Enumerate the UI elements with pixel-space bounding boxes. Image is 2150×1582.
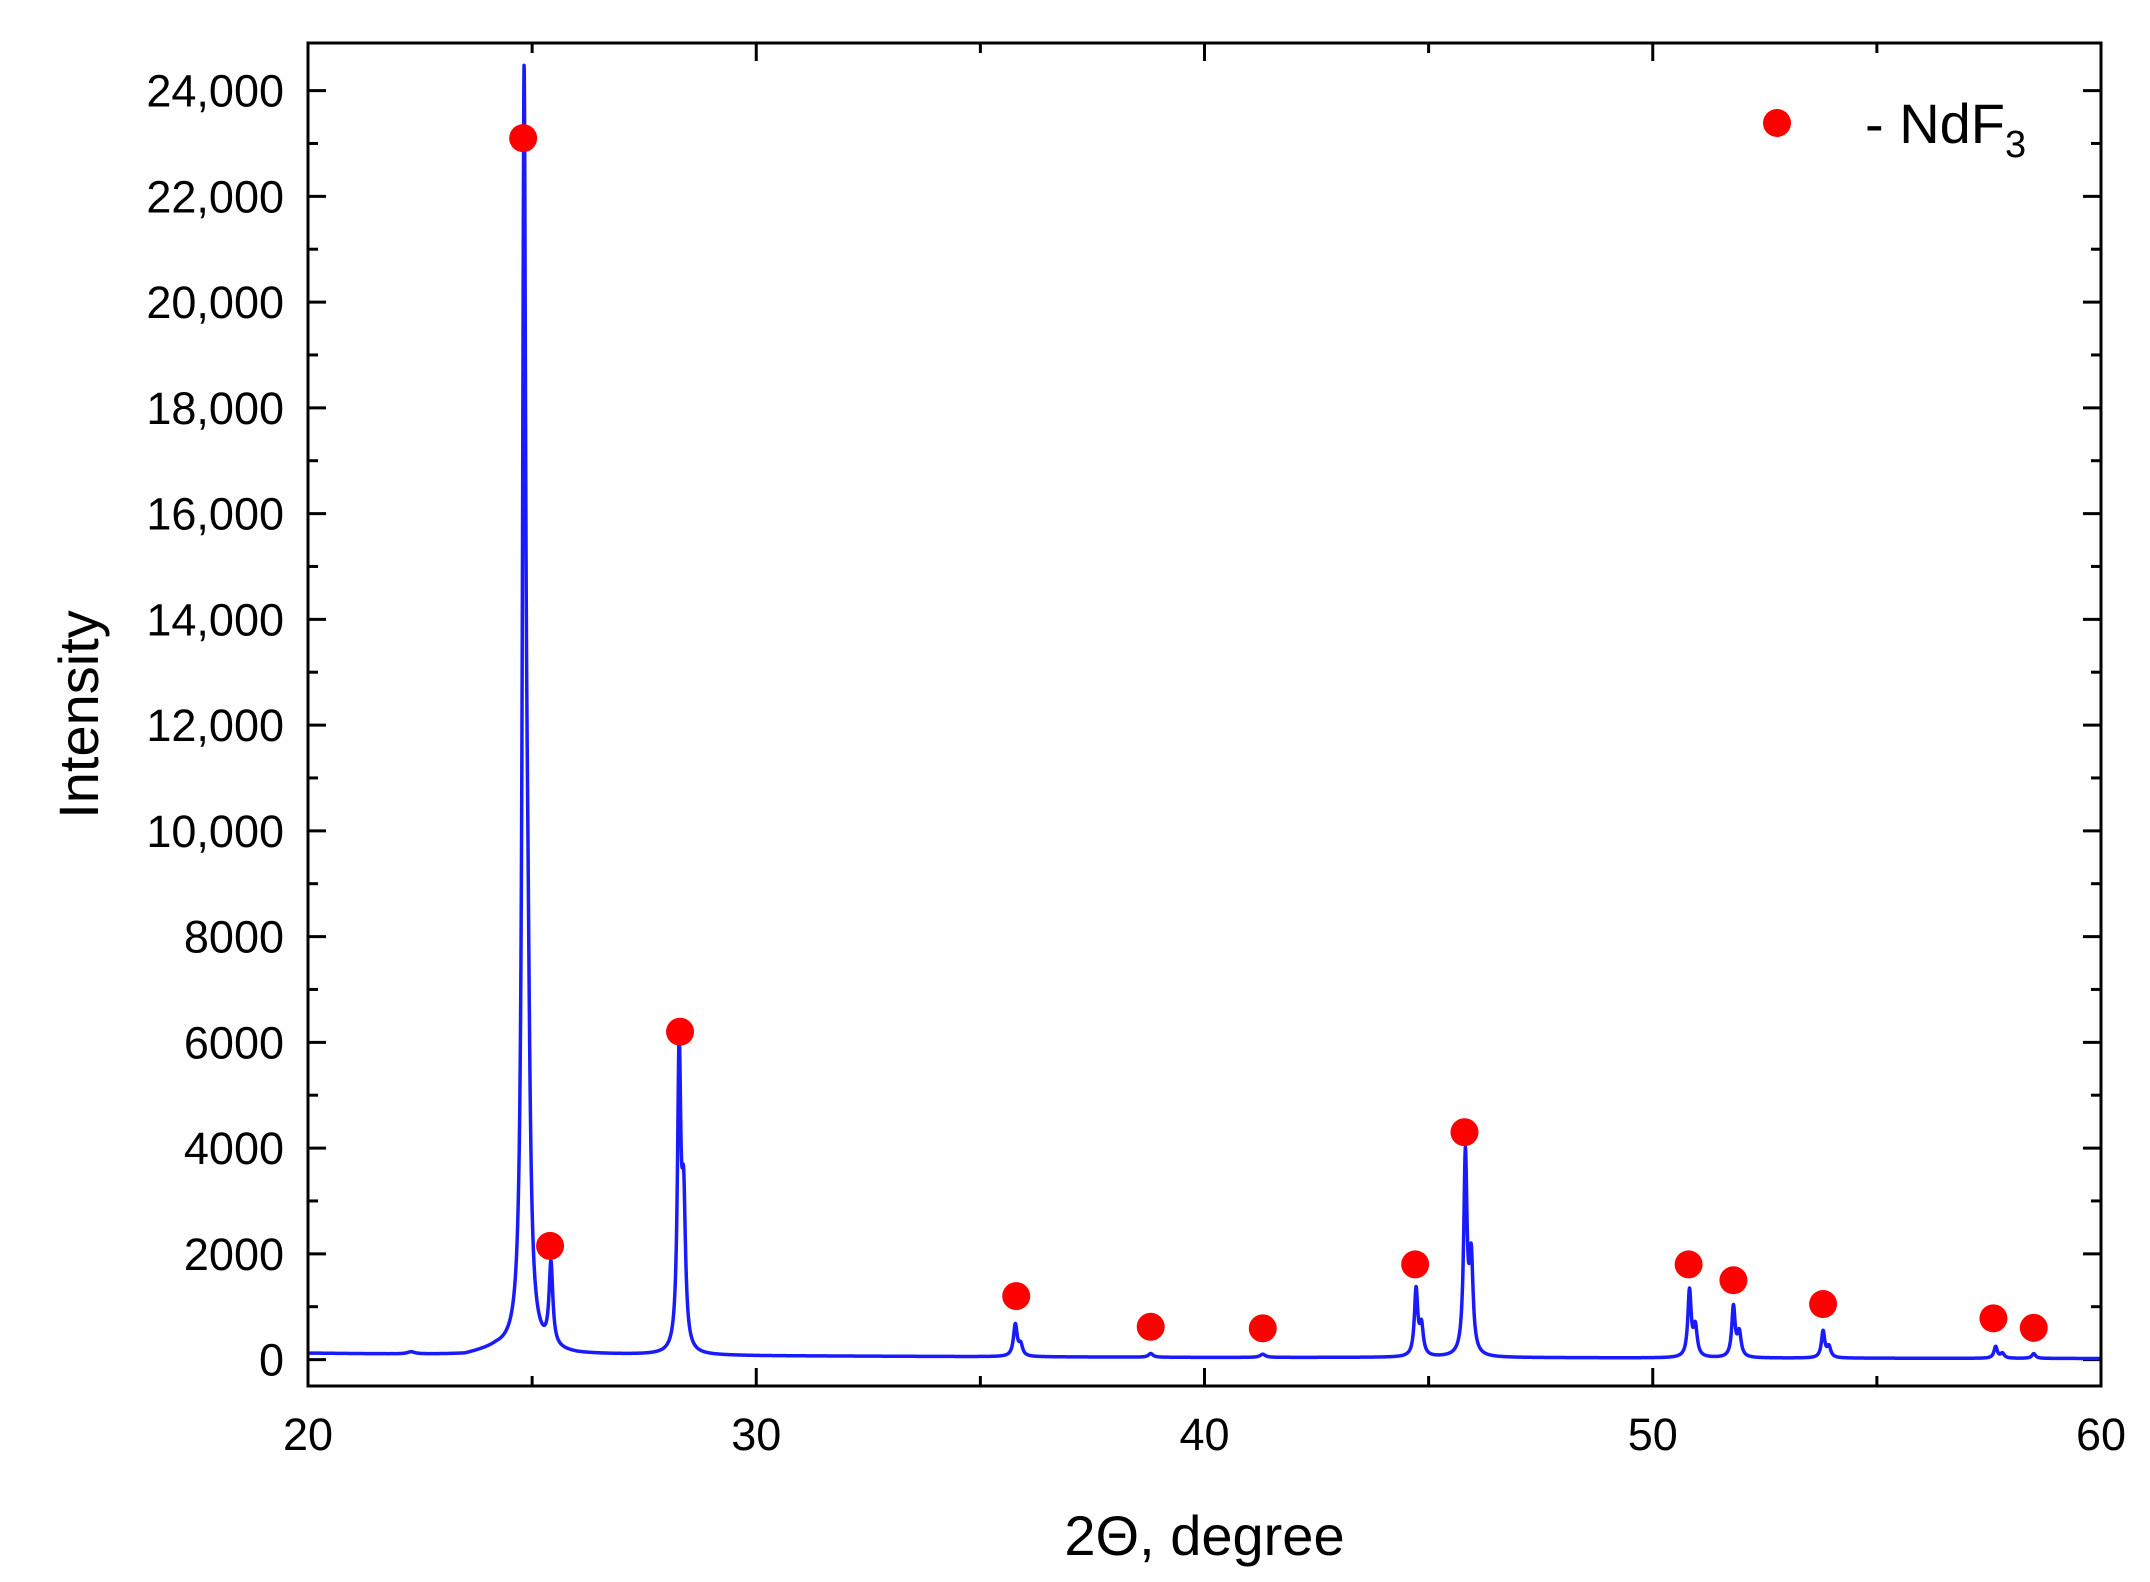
ndf3-marker [509, 124, 538, 153]
legend-label: - NdF3 [1865, 92, 2026, 166]
x-tick-label: 40 [1179, 1409, 1229, 1460]
y-tick-label: 6000 [184, 1017, 284, 1068]
plot-frame [306, 41, 2103, 1388]
ndf3-peak-markers [509, 124, 2048, 1343]
y-tick-label: 0 [259, 1335, 284, 1386]
x-axis-ticks: 20 30 40 50 60 [283, 43, 2126, 1460]
ndf3-marker [1401, 1250, 1430, 1279]
x-axis-title: 2Θ, degree [1064, 1504, 1344, 1567]
y-tick-label: 8000 [184, 912, 284, 963]
x-tick-label: 30 [731, 1409, 781, 1460]
y-tick-label: 24,000 [146, 66, 284, 117]
ndf3-marker [2019, 1313, 2048, 1342]
y-tick-label: 16,000 [146, 489, 284, 540]
ndf3-marker [1450, 1118, 1479, 1147]
ndf3-marker [1719, 1266, 1748, 1295]
ndf3-marker [1002, 1282, 1031, 1311]
x-tick-label: 20 [283, 1409, 333, 1460]
y-axis-ticks: 0 2000 4000 6000 8000 10,000 12,000 14,000 16,00… [146, 66, 2101, 1386]
y-tick-label: 22,000 [146, 171, 284, 222]
y-tick-label: 20,000 [146, 277, 284, 328]
y-axis-title: Intensity [47, 610, 110, 819]
x-tick-label: 60 [2076, 1409, 2126, 1460]
legend-marker [1763, 109, 1791, 137]
y-tick-label: 14,000 [146, 594, 284, 645]
y-tick-label: 12,000 [146, 700, 284, 751]
legend-label-subscript: 3 [2005, 124, 2026, 166]
y-tick-label: 4000 [184, 1123, 284, 1174]
ndf3-marker [536, 1231, 565, 1260]
ndf3-marker [1674, 1250, 1703, 1279]
xrd-pattern-line [306, 63, 2103, 1361]
legend-label-prefix: - NdF [1865, 92, 2005, 155]
y-tick-label: 10,000 [146, 806, 284, 857]
ndf3-marker [666, 1017, 695, 1046]
x-tick-label: 50 [1628, 1409, 1678, 1460]
y-tick-label: 18,000 [146, 383, 284, 434]
ndf3-marker [1248, 1314, 1277, 1343]
ndf3-marker [1136, 1312, 1165, 1341]
ndf3-marker [1979, 1304, 2008, 1333]
y-tick-label: 2000 [184, 1229, 284, 1280]
ndf3-marker [1809, 1290, 1838, 1319]
legend: - NdF3 [1763, 92, 2026, 166]
